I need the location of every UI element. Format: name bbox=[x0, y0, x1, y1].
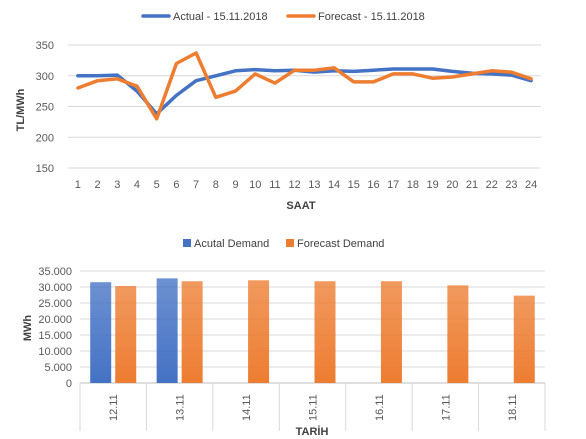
legend-marker-bar-2 bbox=[286, 239, 294, 247]
x-tick-hour-13: 13 bbox=[308, 179, 320, 191]
x-tick-date-14.11: 14.11 bbox=[241, 394, 253, 421]
y-tick-top-300: 300 bbox=[36, 71, 54, 83]
bar-forecast-12.11 bbox=[115, 286, 137, 383]
y-axis-title-top: TL/MWh bbox=[15, 88, 27, 131]
legend-label-line-2: Forecast - 15.11.2018 bbox=[318, 11, 425, 23]
x-tick-hour-8: 8 bbox=[213, 179, 219, 191]
x-tick-hour-16: 16 bbox=[367, 179, 379, 191]
x-tick-hour-12: 12 bbox=[289, 179, 301, 191]
bar-forecast-18.11 bbox=[513, 295, 535, 383]
x-tick-hour-3: 3 bbox=[114, 179, 120, 191]
y-tick-top-350: 350 bbox=[36, 40, 54, 52]
x-tick-hour-15: 15 bbox=[348, 179, 360, 191]
bar-forecast-13.11 bbox=[181, 281, 203, 383]
y-tick-bottom-35000: 35.000 bbox=[38, 266, 72, 278]
y-tick-bottom-0: 0 bbox=[66, 378, 72, 390]
x-tick-date-15.11: 15.11 bbox=[308, 394, 320, 421]
y-tick-bottom-15000: 15.000 bbox=[38, 330, 72, 342]
bar-actual-13.11 bbox=[156, 278, 178, 383]
x-tick-date-17.11: 17.11 bbox=[440, 394, 452, 421]
x-tick-hour-9: 9 bbox=[232, 179, 238, 191]
x-tick-hour-5: 5 bbox=[154, 179, 160, 191]
y-axis-title-bottom: MWh bbox=[22, 315, 34, 342]
bar-forecast-16.11 bbox=[380, 281, 402, 383]
y-tick-bottom-30000: 30.000 bbox=[38, 282, 72, 294]
x-tick-hour-21: 21 bbox=[466, 179, 478, 191]
legend-marker-bar-1 bbox=[183, 239, 191, 247]
x-tick-hour-2: 2 bbox=[95, 179, 101, 191]
x-axis-title-top: SAAT bbox=[286, 200, 315, 212]
series-line-2 bbox=[76, 51, 533, 121]
x-tick-hour-10: 10 bbox=[249, 179, 261, 191]
x-tick-hour-4: 4 bbox=[134, 179, 140, 191]
x-tick-hour-6: 6 bbox=[173, 179, 179, 191]
bar-forecast-15.11 bbox=[314, 281, 336, 383]
y-tick-bottom-5000: 5.000 bbox=[44, 362, 72, 374]
x-tick-hour-19: 19 bbox=[426, 179, 438, 191]
x-tick-date-12.11: 12.11 bbox=[108, 394, 120, 421]
x-tick-hour-18: 18 bbox=[407, 179, 419, 191]
x-tick-hour-23: 23 bbox=[505, 179, 517, 191]
x-tick-hour-17: 17 bbox=[387, 179, 399, 191]
x-tick-date-16.11: 16.11 bbox=[374, 394, 386, 421]
y-tick-bottom-10000: 10.000 bbox=[38, 346, 72, 358]
x-tick-date-13.11: 13.11 bbox=[175, 394, 187, 421]
x-tick-hour-14: 14 bbox=[328, 179, 340, 191]
y-tick-bottom-20000: 20.000 bbox=[38, 314, 72, 326]
y-tick-bottom-25000: 25.000 bbox=[38, 298, 72, 310]
bar-actual-12.11 bbox=[90, 282, 112, 383]
y-tick-top-150: 150 bbox=[36, 163, 54, 175]
x-tick-hour-1: 1 bbox=[75, 179, 81, 191]
x-tick-hour-22: 22 bbox=[486, 179, 498, 191]
x-tick-hour-11: 11 bbox=[269, 179, 280, 191]
x-tick-date-18.11: 18.11 bbox=[507, 394, 519, 421]
y-tick-top-200: 200 bbox=[36, 132, 54, 144]
bar-forecast-14.11 bbox=[248, 280, 270, 383]
legend-label-line-1: Actual - 15.11.2018 bbox=[173, 11, 268, 23]
x-tick-hour-7: 7 bbox=[193, 179, 199, 191]
y-tick-top-250: 250 bbox=[36, 102, 54, 114]
x-tick-hour-24: 24 bbox=[525, 179, 537, 191]
legend-label-bar-1: Acutal Demand bbox=[194, 238, 269, 250]
x-axis-title-bottom: TARİH bbox=[296, 425, 329, 438]
legend-label-bar-2: Forecast Demand bbox=[297, 238, 384, 250]
x-tick-hour-20: 20 bbox=[446, 179, 458, 191]
bar-forecast-17.11 bbox=[447, 285, 469, 383]
